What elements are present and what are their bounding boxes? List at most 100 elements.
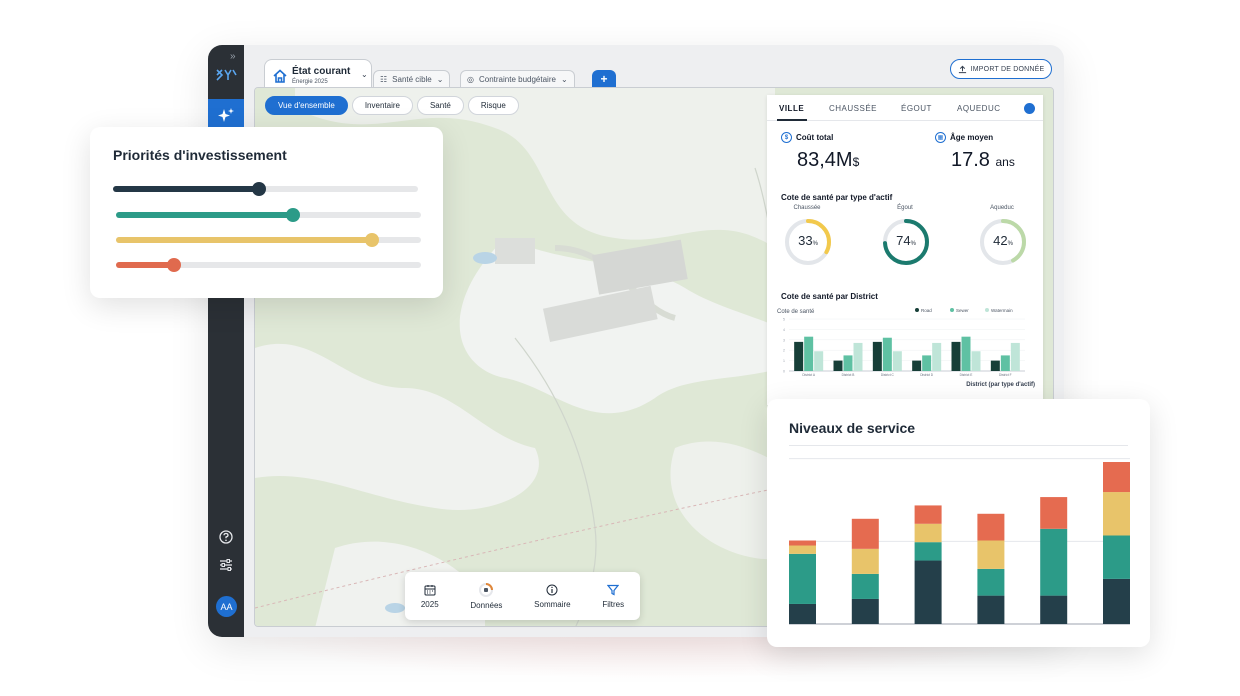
tab-title: État courant [292, 66, 351, 77]
toolbar-data-button[interactable]: Données [470, 582, 502, 610]
panel-tab-sewer[interactable]: ÉGOUT [901, 104, 932, 113]
investment-priorities-card: Priorités d'investissement [90, 127, 443, 298]
priority-slider[interactable] [113, 182, 418, 196]
service-bar-segment [977, 595, 1005, 624]
slider-fill [113, 186, 260, 192]
toolbar-year-button[interactable]: 2025 [421, 584, 439, 609]
settings-sliders-icon[interactable] [218, 557, 234, 573]
district-bar [990, 360, 1000, 371]
district-bar [1000, 355, 1010, 371]
donut-chart-aqueduct [980, 219, 1026, 265]
stats-panel: VILLE CHAUSSÉE ÉGOUT AQUEDUC $ Coût tota… [767, 95, 1043, 405]
coin-icon: ◎ [467, 74, 474, 84]
donut-arc [785, 219, 831, 265]
service-bar-segment [977, 540, 1005, 569]
toolbar-label: Sommaire [534, 599, 571, 609]
panel-tab-city[interactable]: VILLE [779, 104, 805, 113]
service-bar-segment [977, 513, 1005, 541]
card-title: Priorités d'investissement [113, 147, 287, 163]
panel-tab-roadway[interactable]: CHAUSSÉE [829, 104, 878, 113]
service-bar-segment [851, 518, 879, 549]
service-bar-segment [914, 523, 942, 543]
district-bar [853, 342, 863, 371]
tick-label: 2 [783, 349, 785, 353]
service-bar-segment [789, 553, 816, 604]
tick-label: 0 [783, 370, 785, 374]
district-bar [922, 355, 932, 371]
chip-risk[interactable]: Risque [467, 96, 519, 115]
chevron-down-icon: ⌄ [560, 74, 568, 84]
service-bar-segment [789, 603, 816, 624]
donut-label: Aqueduc [990, 205, 1014, 211]
toolbar-summary-button[interactable]: Sommaire [534, 584, 571, 609]
toolbar-label: Filtres [602, 599, 625, 609]
tab-label: Contrainte budgétaire [478, 74, 556, 84]
service-bar-segment [851, 573, 879, 599]
chevron-down-icon[interactable] [1024, 103, 1035, 114]
district-bar [833, 360, 843, 371]
tab-budget-constraint[interactable]: ◎ Contrainte budgétaire ⌄ [460, 70, 575, 88]
avatar[interactable]: AA [216, 596, 237, 617]
data-icon [479, 582, 494, 597]
slider-handle[interactable] [285, 208, 300, 222]
chip-inventory[interactable]: Inventaire [351, 96, 413, 115]
service-bar-segment [851, 548, 879, 574]
service-levels-card: Niveaux de service [767, 399, 1150, 647]
tick-label: 1 [783, 359, 785, 363]
toolbar-label: 2025 [420, 599, 439, 609]
service-bar-segment [914, 542, 942, 561]
toolbar-filters-button[interactable]: Filtres [602, 584, 624, 609]
chevron-down-icon: ⌄ [436, 74, 444, 84]
service-bar-segment [789, 545, 816, 554]
service-bar-segment [977, 568, 1005, 596]
service-bar-segment [914, 505, 942, 524]
logo-icon [216, 69, 237, 81]
chart-x-label: District (par type d'actif) [966, 382, 1035, 388]
priority-slider[interactable] [116, 208, 421, 222]
panel-tab-aqueduct[interactable]: AQUEDUC [957, 104, 1001, 113]
chip-overview[interactable]: Vue d'ensemble [265, 96, 348, 115]
donut-chart-roadway [785, 219, 831, 265]
import-data-button[interactable]: IMPORT DE DONNÉE [950, 59, 1052, 79]
slider-handle[interactable] [166, 258, 181, 272]
help-icon[interactable] [218, 529, 234, 545]
slider-fill [116, 212, 293, 218]
district-bar [971, 351, 981, 371]
sliders-icon: ☷ [380, 74, 388, 84]
expand-rail-icon[interactable]: » [230, 51, 236, 62]
donut-chart-sewer [883, 219, 929, 265]
category-label: District B [842, 373, 855, 377]
service-bar-segment [1103, 492, 1130, 536]
legend-swatch [915, 308, 919, 312]
calendar-icon [424, 584, 436, 595]
donut-arc [883, 219, 929, 265]
chip-health[interactable]: Santé [416, 96, 464, 115]
donut-value: 74% [896, 233, 916, 248]
slider-handle[interactable] [252, 182, 267, 196]
slider-handle[interactable] [365, 233, 380, 247]
legend-swatch [950, 308, 954, 312]
kpi-average-age-label: ▦ Âge moyen [935, 132, 993, 143]
add-tab-button[interactable]: + [592, 70, 616, 88]
legend-swatch [985, 308, 989, 312]
tick-label: 4 [783, 328, 785, 332]
service-levels-chart [789, 458, 1130, 625]
district-bar [882, 337, 892, 371]
priority-slider[interactable] [116, 233, 421, 247]
donut-arc [980, 219, 1026, 265]
legend-label: Watermain [991, 308, 1013, 313]
district-bar [794, 341, 804, 371]
district-bar [951, 341, 961, 371]
district-bar [814, 351, 824, 371]
priority-slider[interactable] [116, 258, 421, 272]
tab-target-health[interactable]: ☷ Santé cible ⌄ [373, 70, 451, 88]
kpi-total-cost-label: $ Coût total [781, 132, 833, 143]
district-bar [961, 336, 971, 371]
donut-value: 33% [798, 233, 818, 248]
chevron-down-icon[interactable]: ⌄ [361, 70, 368, 79]
divider [789, 445, 1128, 446]
calendar-grid-icon: ▦ [935, 132, 946, 143]
legend-label: Sewer [956, 308, 969, 313]
category-label: District C [881, 373, 895, 377]
dollar-icon: $ [781, 132, 792, 143]
